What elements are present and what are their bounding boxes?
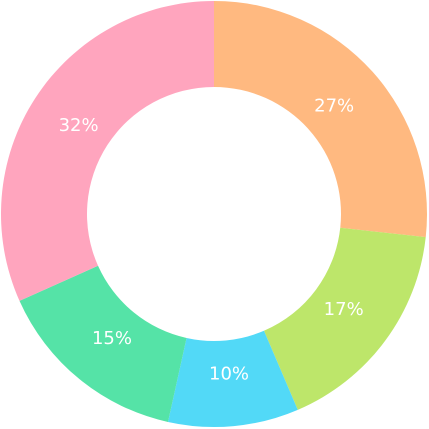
- slice-label-3: 10%: [209, 364, 249, 385]
- donut-slice-4: [19, 265, 187, 422]
- slice-label-1: 27%: [314, 95, 354, 116]
- slice-label-2: 17%: [324, 299, 364, 320]
- labels-group: 27% 17% 10% 15% 32%: [59, 95, 364, 384]
- donut-slice-2: [263, 227, 426, 410]
- donut-slice-3: [167, 330, 298, 427]
- donut-slice-5: [1, 1, 215, 301]
- donut-slice-1: [214, 1, 427, 238]
- slice-label-5: 32%: [59, 115, 99, 136]
- slice-label-4: 15%: [92, 328, 132, 349]
